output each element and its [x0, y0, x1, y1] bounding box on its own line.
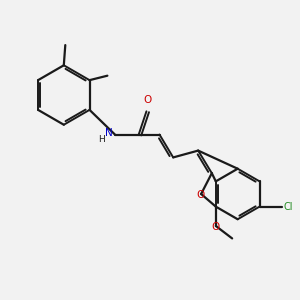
Text: O: O	[196, 190, 205, 200]
Text: Cl: Cl	[283, 202, 293, 212]
Text: N: N	[104, 128, 112, 138]
Text: O: O	[211, 222, 219, 232]
Text: O: O	[143, 95, 151, 105]
Text: H: H	[98, 135, 105, 144]
